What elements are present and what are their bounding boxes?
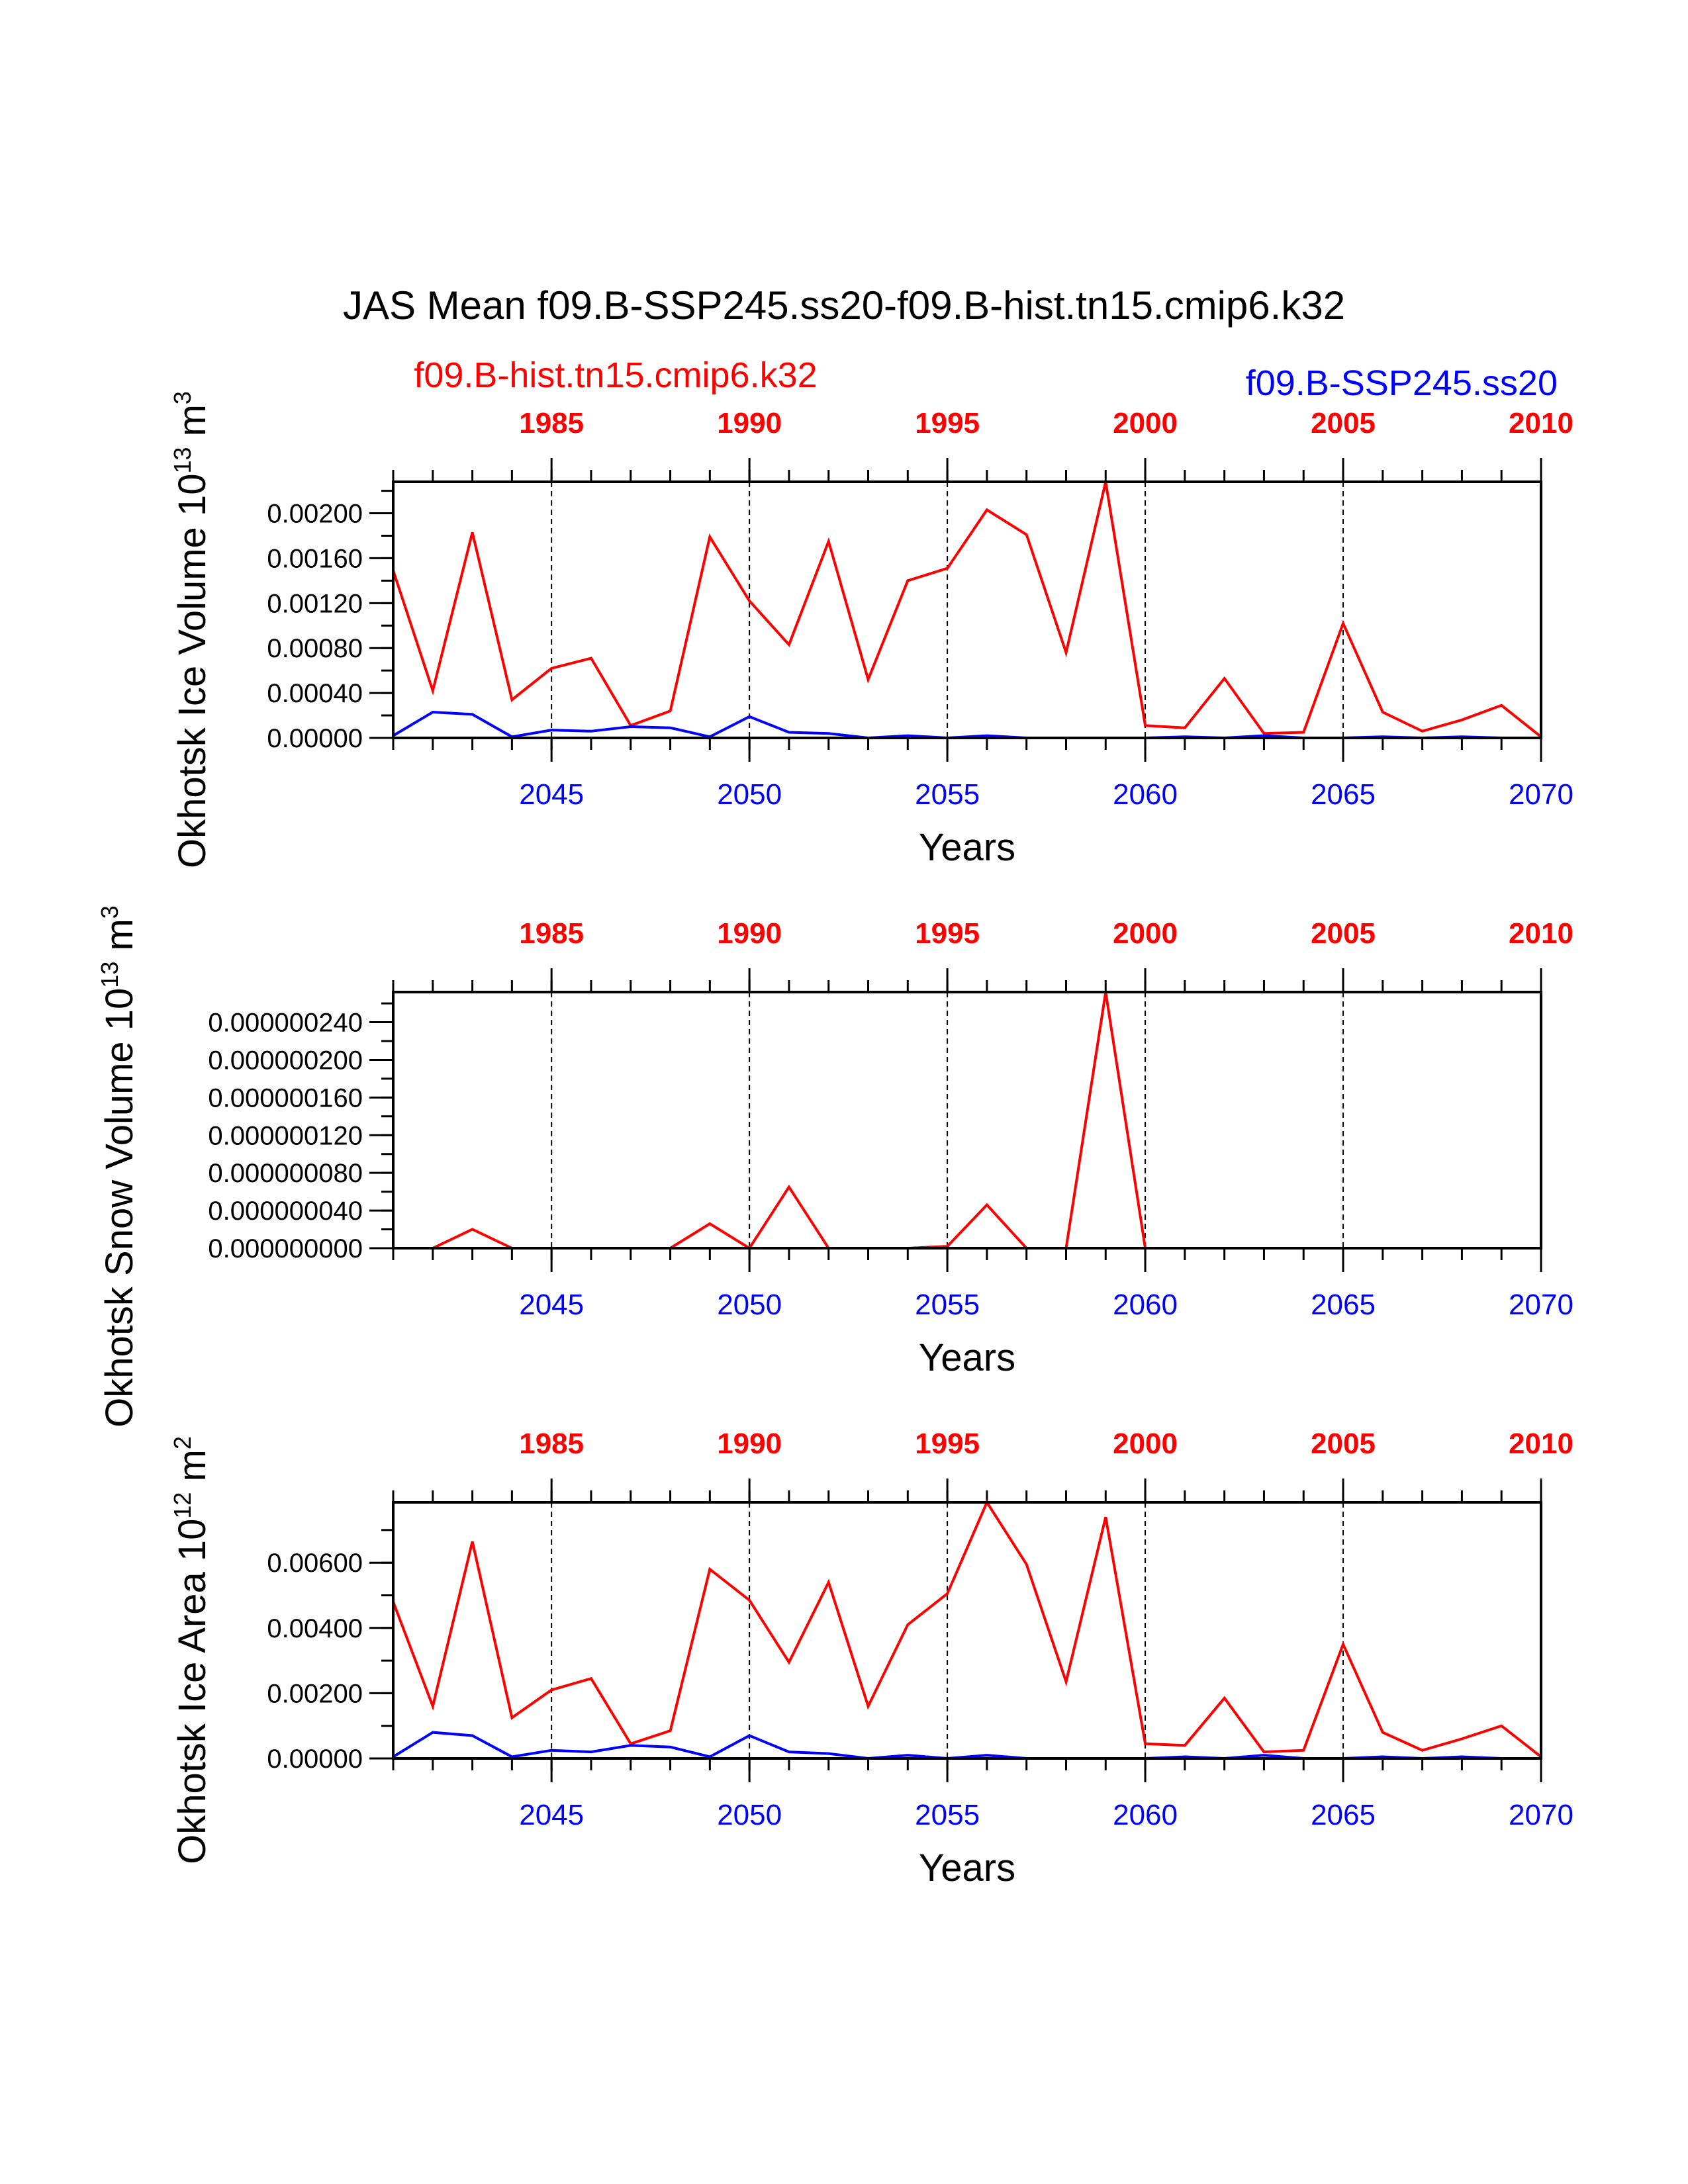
top-tick-label: 2000: [1113, 407, 1178, 439]
series-line-hist: [392, 1499, 1542, 1758]
bottom-tick-label: 2045: [519, 1289, 584, 1321]
plot-frame: [392, 991, 1542, 1250]
bottom-tick-label: 2050: [717, 1289, 782, 1321]
panel-3: 2045 2050 2055 2060 2065 2070 1985 1990 1995 2000…: [169, 1428, 1573, 1889]
y-tick-label: 0.000000000: [208, 1234, 363, 1263]
bottom-tick-label: 2050: [717, 778, 782, 811]
bottom-tick-label: 2070: [1509, 778, 1573, 811]
plot-frame: [392, 480, 1542, 739]
panel-1: 2045 2050 2055 2060 2065 2070 1985 1990 1995 2000…: [169, 391, 1573, 869]
bottom-tick-label: 2070: [1509, 1289, 1573, 1321]
chart-title: JAS Mean f09.B-SSP245.ss20-f09.B-hist.tn…: [343, 283, 1345, 328]
series-line-hist: [392, 481, 1542, 738]
bottom-tick-label: 2055: [915, 1289, 980, 1321]
bottom-tick-label: 2060: [1113, 1799, 1178, 1831]
y-tick-label: 0.00200: [267, 500, 363, 529]
bottom-tick-label: 2045: [519, 1799, 584, 1831]
x-axis-title: Years: [919, 826, 1015, 869]
bottom-tick-label: 2065: [1311, 1799, 1376, 1831]
top-tick-label: 1985: [519, 917, 584, 950]
top-tick-label: 1990: [717, 407, 782, 439]
series-line-ssp: [392, 1731, 1541, 1760]
top-tick-label: 1990: [717, 917, 782, 950]
bottom-tick-label: 2050: [717, 1799, 782, 1831]
top-tick-label: 1995: [915, 917, 980, 950]
legend-hist-label: f09.B-hist.tn15.cmip6.k32: [414, 355, 817, 395]
bottom-tick-label: 2060: [1113, 1289, 1178, 1321]
y-tick-label: 0.00160: [267, 544, 363, 573]
top-tick-label: 1995: [915, 1428, 980, 1460]
bottom-tick-label: 2055: [915, 1799, 980, 1831]
bottom-tick-label: 2065: [1311, 1289, 1376, 1321]
top-tick-label: 2010: [1509, 407, 1573, 439]
y-tick-label: 0.00400: [267, 1614, 363, 1643]
top-tick-label: 2005: [1311, 917, 1376, 950]
x-axis-title: Years: [919, 1336, 1015, 1379]
bottom-tick-label: 2055: [915, 778, 980, 811]
top-tick-label: 1990: [717, 1428, 782, 1460]
x-axis-title: Years: [919, 1846, 1015, 1889]
bottom-tick-label: 2070: [1509, 1799, 1573, 1831]
y-axis-title: Okhotsk Ice Area 1012 m2: [169, 1436, 214, 1864]
bottom-tick-label: 2065: [1311, 778, 1376, 811]
y-axis-title: Okhotsk Snow Volume 1013 m3: [96, 905, 141, 1428]
top-tick-label: 2000: [1113, 1428, 1178, 1460]
y-tick-label: 0.000000200: [208, 1046, 363, 1075]
panels-group: 2045 2050 2055 2060 2065 2070 1985 1990 1995 2000…: [96, 391, 1573, 1889]
y-tick-label: 0.00600: [267, 1549, 363, 1578]
series-line-hist: [393, 991, 1541, 1250]
y-axis-title: Okhotsk Ice Volume 1013 m3: [169, 391, 214, 868]
panel-2: 2045 2050 2055 2060 2065 2070 1985 1990 1995 2000…: [96, 905, 1573, 1428]
y-tick-label: 0.000000160: [208, 1083, 363, 1113]
y-tick-label: 0.00120: [267, 589, 363, 618]
legend-ssp-label: f09.B-SSP245.ss20: [1246, 363, 1558, 403]
y-tick-label: 0.00200: [267, 1679, 363, 1708]
y-tick-label: 0.000000080: [208, 1159, 363, 1188]
y-tick-label: 0.000000240: [208, 1009, 363, 1038]
top-tick-label: 2005: [1311, 1428, 1376, 1460]
y-tick-label: 0.000000120: [208, 1121, 363, 1150]
top-tick-label: 2010: [1509, 917, 1573, 950]
top-tick-label: 1985: [519, 1428, 584, 1460]
top-tick-label: 2005: [1311, 407, 1376, 439]
top-tick-label: 1985: [519, 407, 584, 439]
bottom-tick-label: 2060: [1113, 778, 1178, 811]
y-tick-label: 0.000000040: [208, 1197, 363, 1226]
series-line-ssp: [392, 710, 1541, 740]
bottom-tick-label: 2045: [519, 778, 584, 811]
top-tick-label: 1995: [915, 407, 980, 439]
y-tick-label: 0.00040: [267, 679, 363, 708]
y-tick-label: 0.00000: [267, 724, 363, 753]
y-tick-label: 0.00080: [267, 634, 363, 663]
plot-frame: [392, 1501, 1542, 1760]
y-tick-label: 0.00000: [267, 1745, 363, 1774]
top-tick-label: 2000: [1113, 917, 1178, 950]
top-tick-label: 2010: [1509, 1428, 1573, 1460]
